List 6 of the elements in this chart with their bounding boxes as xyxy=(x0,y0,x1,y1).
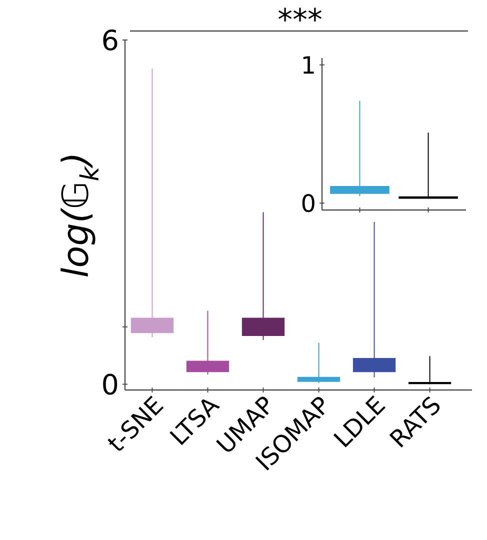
y-axis-title: log(𝔾$_{k}$) xyxy=(60,156,98,276)
y-tick-label: 6 xyxy=(103,29,118,51)
text: *** xyxy=(278,8,322,22)
y-tick-label: 1 xyxy=(303,56,314,74)
y-tick-label: 0 xyxy=(302,194,314,212)
y-tick-label: 0 xyxy=(103,374,118,395)
